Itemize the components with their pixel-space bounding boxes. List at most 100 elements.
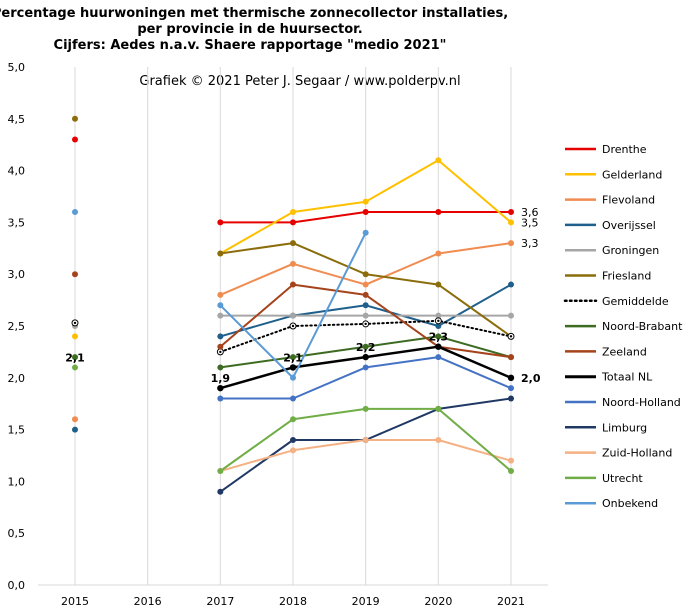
y-tick-label: 3,5 bbox=[8, 216, 26, 229]
legend-item: Friesland bbox=[565, 270, 651, 283]
data-point bbox=[435, 281, 442, 288]
y-tick-label: 5,0 bbox=[8, 61, 26, 74]
data-point bbox=[362, 436, 369, 443]
data-point bbox=[508, 468, 514, 475]
y-tick-label: 4,0 bbox=[8, 165, 26, 178]
data-point bbox=[508, 385, 514, 392]
data-point bbox=[217, 384, 224, 392]
data-point bbox=[72, 426, 78, 433]
data-labels: 2,1 1,9 2,1 2,2 2,3 2,0 3,63,5 3,3 bbox=[65, 206, 541, 385]
x-tick-label: 2021 bbox=[497, 595, 525, 608]
legend-label: Limburg bbox=[602, 421, 647, 434]
x-axis-ticks: 2015 2016 2017 2018 2019 2020 2021 bbox=[61, 595, 525, 608]
data-point bbox=[72, 271, 78, 278]
data-point bbox=[362, 291, 369, 298]
data-point bbox=[290, 209, 296, 216]
data-point bbox=[508, 209, 514, 216]
data-point-center bbox=[437, 319, 440, 323]
data-point bbox=[290, 395, 296, 402]
data-point bbox=[217, 250, 224, 257]
data-point bbox=[362, 405, 369, 412]
data-point bbox=[72, 354, 78, 361]
x-tick-label: 2020 bbox=[424, 595, 452, 608]
legend-label: Zeeland bbox=[602, 345, 647, 358]
data-point-center bbox=[364, 322, 367, 326]
data-point bbox=[290, 260, 296, 267]
data-point bbox=[507, 374, 515, 381]
legend: Drenthe Gelderland Flevoland Overijssel Gron… bbox=[563, 143, 683, 510]
data-point bbox=[72, 136, 78, 143]
legend-item: Gemiddelde bbox=[563, 295, 669, 308]
data-label: 3,5 bbox=[521, 216, 539, 229]
data-point bbox=[508, 312, 514, 319]
y-axis-ticks: 0,0 0,5 1,0 1,5 2,0 2,5 3,0 3,5 4,0 4,5 5,0 bbox=[8, 61, 26, 592]
data-label: 3,3 bbox=[521, 237, 539, 250]
legend-label: Zuid-Holland bbox=[602, 447, 672, 460]
chart-title: Percentage huurwoningen met thermische z… bbox=[0, 6, 508, 53]
legend-label: Noord-Holland bbox=[602, 396, 681, 409]
legend-label: Overijssel bbox=[602, 219, 656, 232]
data-point bbox=[72, 209, 78, 216]
legend-item: Totaal NL bbox=[565, 371, 653, 384]
data-label: 2,3 bbox=[429, 331, 449, 344]
y-tick-label: 0,0 bbox=[8, 579, 26, 592]
legend-item: Onbekend bbox=[565, 497, 658, 510]
data-point bbox=[217, 395, 224, 402]
data-point bbox=[72, 333, 78, 340]
data-label: 1,9 bbox=[211, 372, 231, 385]
data-point bbox=[435, 333, 442, 340]
data-point bbox=[362, 312, 369, 319]
y-tick-label: 1,0 bbox=[8, 475, 26, 488]
data-point bbox=[362, 271, 369, 278]
data-point bbox=[435, 157, 442, 164]
chart-title-line: per provincie in de huursector. bbox=[137, 22, 362, 37]
chart-title-line: Cijfers: Aedes n.a.v. Shaere rapportage … bbox=[54, 38, 447, 53]
data-label: 2,0 bbox=[521, 372, 541, 385]
data-point bbox=[362, 302, 369, 309]
legend-label: Groningen bbox=[602, 244, 659, 257]
legend-item: Zuid-Holland bbox=[565, 447, 672, 460]
y-tick-label: 0,5 bbox=[8, 527, 26, 540]
data-point-center bbox=[291, 324, 295, 328]
data-point bbox=[290, 240, 296, 247]
chart-subtitle: Grafiek © 2021 Peter J. Segaar / www.pol… bbox=[139, 74, 460, 89]
data-label: 2,1 bbox=[65, 351, 85, 364]
data-point bbox=[72, 115, 78, 122]
data-label: 3,6 bbox=[521, 206, 539, 219]
data-point bbox=[217, 343, 224, 350]
legend-label: Totaal NL bbox=[601, 371, 653, 384]
legend-item: Noord-Brabant bbox=[565, 320, 683, 333]
data-point bbox=[508, 395, 514, 402]
data-point bbox=[362, 343, 369, 350]
data-label: 2,1 bbox=[283, 351, 303, 364]
legend-item: Flevoland bbox=[565, 194, 655, 207]
data-point bbox=[435, 323, 442, 329]
legend-item: Gelderland bbox=[565, 168, 662, 181]
data-point bbox=[362, 229, 369, 236]
legend-label: Utrecht bbox=[602, 472, 643, 485]
data-point bbox=[435, 405, 442, 412]
y-tick-label: 1,5 bbox=[8, 424, 26, 437]
data-point bbox=[362, 209, 369, 216]
data-point bbox=[290, 281, 296, 288]
data-point bbox=[508, 281, 514, 288]
data-point bbox=[508, 354, 514, 361]
data-point bbox=[217, 488, 224, 495]
x-tick-label: 2015 bbox=[61, 595, 89, 608]
data-point bbox=[290, 447, 296, 454]
data-label: 2,2 bbox=[356, 341, 376, 354]
data-point bbox=[217, 333, 224, 340]
data-point bbox=[217, 364, 224, 371]
data-point bbox=[362, 198, 369, 205]
legend-label: Flevoland bbox=[602, 194, 655, 207]
data-point bbox=[72, 364, 78, 371]
data-point bbox=[435, 250, 442, 257]
legend-item: Utrecht bbox=[565, 472, 643, 485]
data-point bbox=[435, 209, 442, 216]
legend-item: Groningen bbox=[565, 244, 659, 257]
data-point bbox=[290, 354, 296, 361]
x-tick-label: 2019 bbox=[352, 595, 380, 608]
legend-label: Gemiddelde bbox=[602, 295, 669, 308]
y-tick-label: 4,5 bbox=[8, 113, 26, 126]
